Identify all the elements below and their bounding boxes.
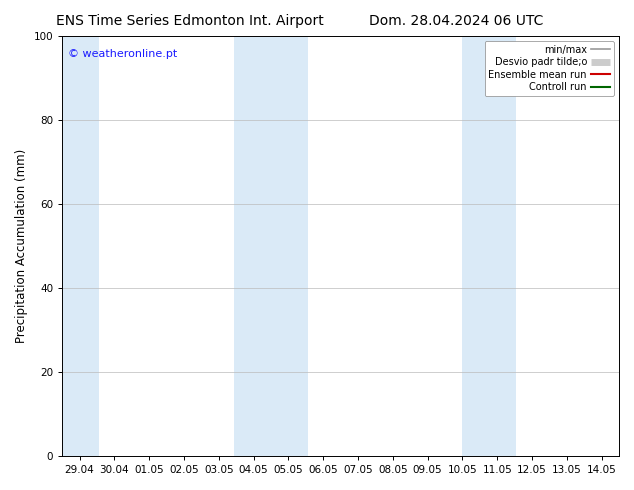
- Bar: [462, 36, 516, 456]
- Y-axis label: Precipitation Accumulation (mm): Precipitation Accumulation (mm): [15, 149, 28, 343]
- Text: ENS Time Series Edmonton Int. Airport: ENS Time Series Edmonton Int. Airport: [56, 14, 324, 28]
- Legend: min/max, Desvio padr tilde;o, Ensemble mean run, Controll run: min/max, Desvio padr tilde;o, Ensemble m…: [484, 41, 614, 96]
- Text: © weatheronline.pt: © weatheronline.pt: [68, 49, 177, 59]
- Text: Dom. 28.04.2024 06 UTC: Dom. 28.04.2024 06 UTC: [369, 14, 544, 28]
- Bar: [62, 36, 99, 456]
- Bar: [235, 36, 307, 456]
